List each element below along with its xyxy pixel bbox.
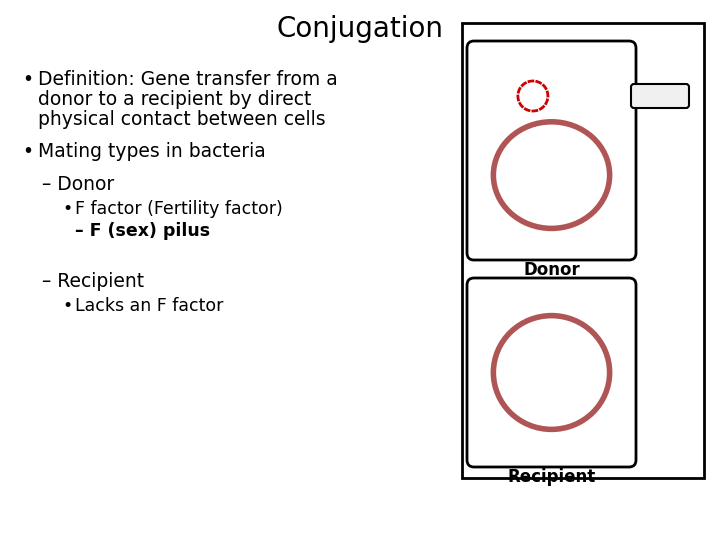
- Text: •: •: [22, 70, 33, 89]
- Text: – Recipient: – Recipient: [42, 272, 144, 291]
- Text: physical contact between cells: physical contact between cells: [38, 110, 325, 129]
- Text: •: •: [62, 297, 72, 315]
- Text: •: •: [62, 200, 72, 218]
- Text: Mating types in bacteria: Mating types in bacteria: [38, 142, 266, 161]
- FancyBboxPatch shape: [631, 84, 689, 108]
- Text: Donor: Donor: [523, 261, 580, 279]
- Text: •: •: [22, 142, 33, 161]
- Text: Conjugation: Conjugation: [276, 15, 444, 43]
- FancyBboxPatch shape: [467, 278, 636, 467]
- Text: Recipient: Recipient: [508, 468, 595, 486]
- Text: Definition: Gene transfer from a: Definition: Gene transfer from a: [38, 70, 338, 89]
- Text: – Donor: – Donor: [42, 175, 114, 194]
- Text: F factor (Fertility factor): F factor (Fertility factor): [75, 200, 283, 218]
- Text: Lacks an F factor: Lacks an F factor: [75, 297, 223, 315]
- Text: donor to a recipient by direct: donor to a recipient by direct: [38, 90, 311, 109]
- Bar: [462, 23, 704, 478]
- FancyBboxPatch shape: [467, 41, 636, 260]
- Text: – F (sex) pilus: – F (sex) pilus: [75, 222, 210, 240]
